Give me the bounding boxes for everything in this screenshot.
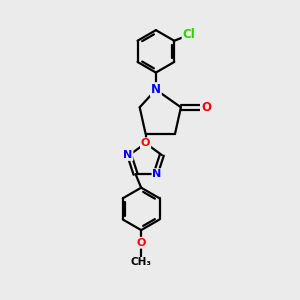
Text: O: O [136, 238, 146, 248]
Text: N: N [151, 83, 161, 96]
Text: O: O [141, 138, 150, 148]
Text: CH₃: CH₃ [131, 257, 152, 268]
Text: O: O [201, 101, 211, 114]
Text: N: N [152, 169, 162, 179]
Text: N: N [123, 150, 133, 160]
Text: Cl: Cl [183, 28, 195, 41]
